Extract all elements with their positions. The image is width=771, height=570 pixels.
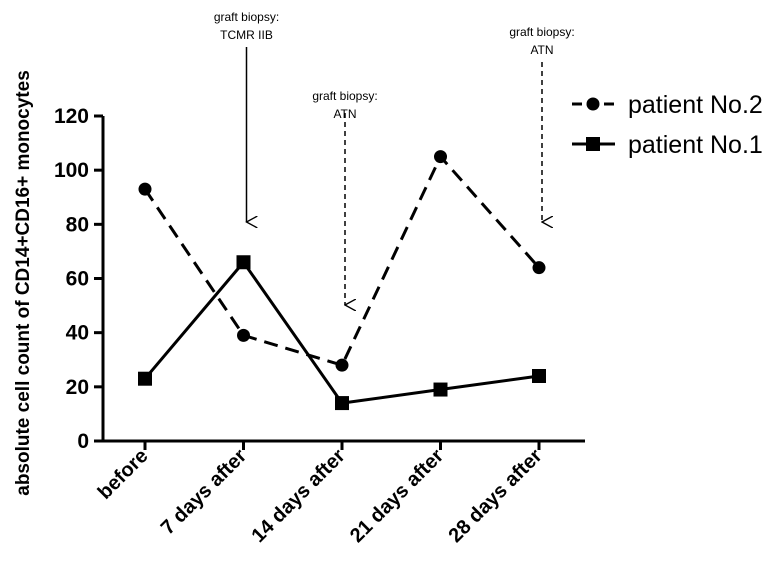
annotations: graft biopsy: TCMR IIB graft biopsy: ATN gra… [214,10,575,305]
data-point [532,261,546,275]
annotation-label: TCMR IIB [220,28,273,42]
annotation-label: ATN [530,43,553,57]
legend-marker [586,97,600,111]
legend: patient No.2 patient No.1 [572,91,763,159]
data-point [433,382,448,397]
legend-label: patient No.2 [628,91,763,119]
y-tick-label: 20 [66,376,89,399]
x-tick-label: 14 days after [248,445,350,547]
series-line-2 [143,259,540,405]
y-tick-label: 80 [66,213,89,236]
y-tick-label: 60 [66,268,89,291]
x-tick-label: 21 days after [346,445,448,547]
legend-label: patient No.1 [628,131,763,159]
data-point [434,150,447,164]
data-point [335,358,349,372]
x-tick-label: 28 days after [445,445,547,547]
x-tick-label: before [94,445,153,504]
annotation-label: graft biopsy: [509,25,574,39]
annotation-label: graft biopsy: [214,10,279,24]
y-tick-label: 100 [54,159,89,182]
data-point [138,182,152,196]
y-tick-label: 0 [77,430,89,453]
data-point [335,396,349,411]
data-point [138,371,152,386]
x-tick-label: 7 days after [157,445,251,539]
annotation-label: graft biopsy: [312,89,377,103]
y-tick-label: 40 [66,322,89,345]
data-point [236,255,251,270]
y-tick-label: 120 [54,105,89,128]
data-point [237,328,250,342]
legend-marker [586,137,600,151]
y-axis-label: absolute cell count of CD14+CD16+ monocy… [13,70,34,496]
series-line-1 [143,153,541,367]
data-point [532,369,546,383]
